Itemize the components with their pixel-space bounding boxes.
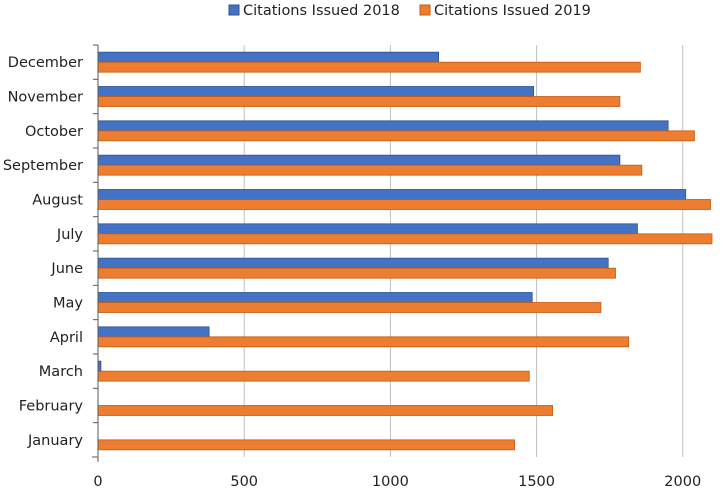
legend-swatch-2019 [419,4,431,16]
legend: Citations Issued 2018 Citations Issued 2… [228,3,591,19]
category-label-december: December [8,55,83,71]
category-label-august: August [32,193,83,209]
bar-2019-february [97,405,554,416]
category-label-april: April [50,330,83,346]
legend-label-2019: Citations Issued 2019 [434,3,591,19]
bar-2018-october [97,120,669,132]
x-tick-label-1000: 1000 [372,474,409,490]
bar-2019-may [97,302,602,313]
axis [92,44,99,462]
x-tick-label-0: 0 [93,474,102,490]
x-tick-label-500: 500 [230,474,258,490]
category-labels: January February March April May June July Augu… [3,55,84,449]
bar-2018-november [97,86,535,97]
category-label-february: February [19,399,84,415]
bar-2019-november [97,96,621,107]
bar-2018-june [97,257,609,269]
bar-2018-august [97,189,687,200]
category-label-may: May [53,296,83,312]
bar-2018-december [97,51,440,63]
bar-2019-june [97,267,616,279]
category-label-june: June [50,261,83,277]
bar-2019-september [97,164,643,176]
bar-2019-december [97,61,641,73]
x-tick-labels: 0 500 1000 1500 2000 [93,474,701,490]
category-label-january: January [27,433,83,449]
category-label-september: September [3,158,83,174]
legend-swatch-2018 [228,4,240,16]
bar-2019-march [97,370,530,382]
bar-2019-october [97,130,695,142]
bar-2018-july [97,223,638,235]
category-label-july: July [56,227,83,243]
category-label-november: November [8,90,83,106]
legend-label-2018: Citations Issued 2018 [243,3,400,19]
bars [97,51,713,451]
x-tick-label-1500: 1500 [518,474,555,490]
bar-2018-may [97,292,533,303]
bar-2018-april [97,326,210,338]
x-tick-label-2000: 2000 [664,474,701,490]
bar-2018-september [97,154,621,166]
bar-2019-january [97,439,516,451]
gridlines [243,45,684,457]
bar-2019-july [97,233,713,245]
category-label-march: March [39,364,83,380]
bar-2019-april [97,336,630,348]
category-label-october: October [25,124,83,140]
bar-2019-august [97,199,711,210]
